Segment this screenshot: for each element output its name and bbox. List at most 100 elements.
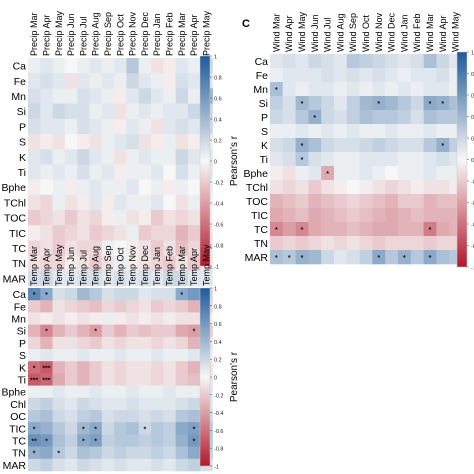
heatmap-cell <box>52 134 66 150</box>
heatmap-cell <box>282 250 296 265</box>
heatmap-cell <box>410 236 424 251</box>
heatmap-cell <box>101 361 115 374</box>
heatmap-cell <box>398 54 412 69</box>
heatmap-cell <box>101 88 115 104</box>
heatmap-cell <box>52 410 66 423</box>
heatmap-cell <box>28 434 41 447</box>
column-label: Precip Feb <box>164 12 174 56</box>
heatmap-cell <box>28 397 41 411</box>
heatmap-cell <box>64 324 78 338</box>
heatmap-cell <box>200 270 213 287</box>
heatmap-cell <box>101 446 115 460</box>
heatmap-cell <box>28 225 41 241</box>
heatmap-cell <box>89 225 103 241</box>
significance-marker: *** <box>30 378 38 385</box>
column-label: Temp Aug <box>91 246 101 286</box>
row-label: Mn <box>253 84 268 96</box>
heatmap-cell <box>346 194 360 209</box>
heatmap-cell <box>295 194 309 209</box>
heatmap-cell <box>163 434 176 447</box>
heatmap-cell <box>40 434 53 447</box>
heatmap-cell <box>436 54 450 69</box>
heatmap-cell <box>101 103 115 120</box>
column-label: Precip Jan <box>152 13 162 56</box>
heatmap-cell <box>334 138 348 153</box>
heatmap-cell <box>28 446 41 460</box>
heatmap-cell <box>423 250 437 265</box>
heatmap-cell <box>410 152 424 167</box>
row-label: Ti <box>18 375 26 387</box>
heatmap-cell <box>359 110 373 125</box>
heatmap-cell <box>77 458 90 472</box>
row-label: Chl <box>10 399 26 411</box>
heatmap-cell <box>77 194 90 211</box>
column-label: Precip Jul <box>78 16 88 56</box>
heatmap-cell <box>282 208 296 223</box>
heatmap-cell <box>321 166 335 181</box>
heatmap-cell <box>40 164 53 180</box>
heatmap-cell <box>163 361 176 374</box>
heatmap-cell <box>64 361 78 374</box>
heatmap-cell <box>89 103 103 120</box>
heatmap-cell <box>321 82 335 97</box>
heatmap-cell <box>89 58 103 74</box>
heatmap-cell <box>40 385 53 399</box>
heatmap-cell <box>175 410 189 423</box>
row-label: TOC <box>4 213 26 225</box>
column-label: Precip Jun <box>66 13 76 56</box>
colorbar-tick-label: 0.2 <box>471 137 474 143</box>
heatmap-cell <box>89 324 103 338</box>
heatmap-cell <box>64 164 78 180</box>
heatmap-cell <box>77 385 90 399</box>
heatmap-cell <box>308 180 322 195</box>
heatmap-cell <box>346 250 360 265</box>
heatmap-cell <box>151 255 164 272</box>
heatmap-cell <box>151 164 164 180</box>
heatmap-cell <box>151 336 164 350</box>
column-label: Temp Nov <box>128 245 138 286</box>
colorbar <box>456 51 468 268</box>
heatmap-cell <box>52 164 66 180</box>
significance-marker: * <box>57 451 60 458</box>
heatmap-cell <box>77 88 90 104</box>
column-label: Temp Feb <box>164 246 174 286</box>
heatmap-cell <box>114 73 127 89</box>
heatmap-cell <box>77 255 90 272</box>
heatmap-cell <box>346 82 360 97</box>
heatmap-cell <box>270 208 284 223</box>
heatmap-cell <box>40 58 53 74</box>
heatmap-cell <box>175 134 189 150</box>
heatmap-cell <box>175 361 189 374</box>
row-label: Ti <box>260 154 268 166</box>
heatmap-cell <box>187 225 201 241</box>
column-label: Temp Sep <box>103 245 113 286</box>
heatmap-cell <box>346 54 360 69</box>
heatmap-cell <box>372 180 386 195</box>
heatmap-cell <box>77 118 90 135</box>
heatmap-cell <box>359 208 373 223</box>
heatmap-cell <box>52 422 66 435</box>
heatmap-cell <box>187 397 201 411</box>
heatmap-cell <box>114 446 127 460</box>
row-label: MAR <box>3 460 27 472</box>
heatmap-cell <box>77 210 90 226</box>
significance-marker: * <box>301 157 304 164</box>
heatmap-cell <box>151 397 164 411</box>
row-label: Si <box>17 326 26 338</box>
significance-marker: * <box>275 255 278 262</box>
heatmap-cell <box>28 410 41 423</box>
heatmap-cell <box>372 222 386 237</box>
column-label: Temp May <box>201 244 211 286</box>
colorbar-tick-label: 0.4 <box>214 118 222 124</box>
heatmap-cell <box>77 422 90 435</box>
heatmap-cell <box>398 152 412 167</box>
heatmap-cell <box>187 458 201 472</box>
heatmap-cell <box>64 134 78 150</box>
heatmap-cell <box>163 422 176 435</box>
heatmap-cell <box>101 58 115 74</box>
heatmap-cell <box>151 240 164 256</box>
significance-marker: * <box>94 329 97 336</box>
heatmap-cell <box>101 410 115 423</box>
heatmap-cell <box>187 410 201 423</box>
heatmap-cell <box>321 250 335 265</box>
